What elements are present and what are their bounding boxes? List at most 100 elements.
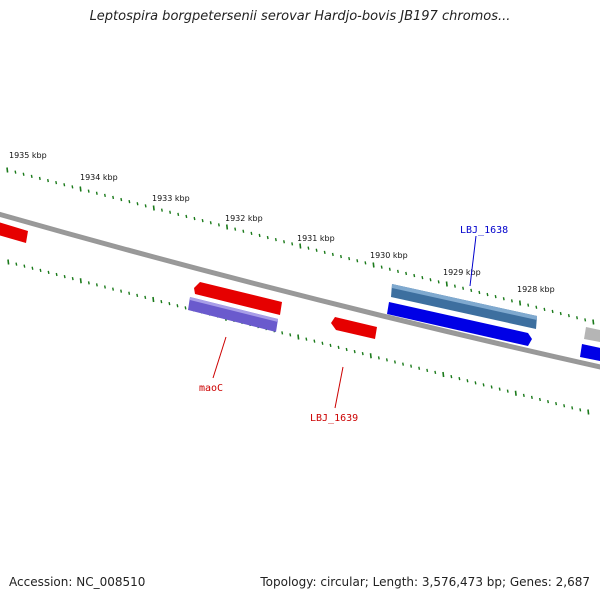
outer-tick bbox=[201, 219, 204, 223]
outer-tick bbox=[250, 231, 253, 235]
chromosome-backbone-highlight bbox=[0, 213, 600, 368]
outer-tick bbox=[71, 185, 74, 189]
outer-tick bbox=[543, 307, 546, 311]
inner-tick bbox=[47, 270, 50, 275]
outer-tick bbox=[38, 176, 41, 181]
outer-tick bbox=[169, 210, 172, 214]
inner-tick bbox=[450, 374, 453, 379]
gene-purple-reverse[interactable] bbox=[188, 297, 278, 332]
inner-tick bbox=[482, 383, 485, 387]
inner-tick bbox=[579, 408, 582, 412]
kbp-label-1933: 1933 kbp bbox=[152, 194, 190, 203]
inner-tick bbox=[152, 296, 155, 303]
gene-blue-right-edge[interactable] bbox=[580, 344, 600, 362]
outer-tick bbox=[55, 181, 58, 185]
outer-tick bbox=[462, 286, 465, 290]
outer-tick bbox=[144, 204, 147, 208]
inner-tick bbox=[547, 399, 550, 404]
kbp-label-1930: 1930 kbp bbox=[370, 251, 408, 260]
inner-tick bbox=[385, 358, 388, 362]
outer-tick bbox=[388, 267, 391, 271]
inner-tick bbox=[281, 331, 284, 335]
gene-red-forward-1[interactable] bbox=[194, 282, 282, 315]
inner-tick bbox=[353, 349, 356, 354]
inner-tick bbox=[538, 397, 541, 402]
kbp-label-1928: 1928 kbp bbox=[517, 285, 555, 294]
outer-tick bbox=[283, 240, 286, 244]
inner-tick bbox=[377, 356, 380, 360]
map-title: Leptospira borgpetersenii serovar Hardjo… bbox=[89, 9, 511, 24]
inner-tick bbox=[103, 285, 106, 289]
gene-blue-reverse[interactable] bbox=[387, 302, 532, 346]
outer-tick bbox=[421, 276, 424, 280]
lbj1639-leader-line bbox=[334, 366, 344, 409]
kbp-label-1932: 1932 kbp bbox=[225, 214, 263, 223]
outer-tick bbox=[584, 318, 587, 322]
outer-tick bbox=[217, 223, 220, 227]
gene-label-maoC[interactable]: maoC bbox=[199, 383, 223, 394]
inner-tick bbox=[418, 366, 421, 370]
outer-tick bbox=[209, 221, 212, 225]
outer-tick bbox=[576, 316, 579, 320]
inner-tick bbox=[176, 304, 179, 308]
inner-tick bbox=[466, 379, 469, 383]
inner-tick bbox=[345, 347, 348, 352]
outer-tick bbox=[87, 189, 90, 193]
inner-tick bbox=[79, 278, 82, 284]
gene-label-lbj1639[interactable]: LBJ_1639 bbox=[310, 413, 358, 424]
outer-tick bbox=[315, 248, 318, 252]
inner-tick bbox=[63, 274, 66, 279]
outer-tick bbox=[120, 197, 123, 202]
inner-tick bbox=[15, 262, 18, 266]
outer-tick bbox=[380, 265, 383, 269]
inner-tick bbox=[530, 395, 533, 400]
outer-tick bbox=[445, 281, 448, 287]
inner-tick bbox=[498, 387, 501, 391]
kbp-label-1929: 1929 kbp bbox=[443, 268, 481, 277]
gene-red-lbj1639[interactable] bbox=[331, 317, 377, 339]
inner-tick bbox=[71, 277, 74, 281]
outer-tick bbox=[518, 300, 522, 306]
outer-tick bbox=[494, 295, 497, 299]
inner-tick bbox=[55, 272, 58, 277]
inner-tick bbox=[39, 268, 42, 272]
outer-tick bbox=[160, 208, 163, 212]
inner-tick bbox=[329, 343, 332, 347]
inner-tick bbox=[555, 402, 558, 406]
inner-tick bbox=[522, 393, 525, 397]
inner-tick bbox=[297, 334, 300, 340]
outer-scale-ticks bbox=[6, 167, 595, 325]
outer-tick bbox=[478, 290, 481, 295]
outer-tick bbox=[14, 170, 17, 174]
outer-tick bbox=[274, 238, 277, 242]
inner-tick bbox=[144, 295, 147, 300]
inner-tick bbox=[506, 389, 509, 393]
outer-tick bbox=[592, 319, 595, 325]
inner-tick bbox=[442, 371, 445, 378]
outer-tick bbox=[193, 216, 196, 221]
outer-tick bbox=[225, 224, 229, 230]
outer-tick bbox=[258, 233, 261, 238]
outer-tick bbox=[453, 284, 456, 288]
inner-tick bbox=[410, 364, 413, 368]
outer-tick bbox=[356, 259, 359, 263]
inner-tick bbox=[168, 302, 171, 306]
outer-tick bbox=[510, 299, 513, 303]
outer-tick bbox=[486, 292, 489, 297]
inner-tick bbox=[184, 306, 187, 310]
gene-label-lbj1638[interactable]: LBJ_1638 bbox=[460, 225, 508, 236]
inner-tick bbox=[305, 337, 308, 341]
outer-tick bbox=[79, 186, 82, 192]
gene-grey-right-edge[interactable] bbox=[584, 327, 600, 343]
gene-steel-forward-shade bbox=[392, 284, 537, 320]
inner-tick bbox=[112, 287, 115, 291]
inner-tick bbox=[7, 259, 10, 265]
outer-tick bbox=[331, 252, 334, 257]
inner-tick bbox=[337, 345, 340, 350]
gene-red-left-edge[interactable] bbox=[0, 221, 28, 243]
maoC-leader-line bbox=[212, 336, 227, 379]
inner-tick bbox=[160, 299, 163, 304]
outer-tick bbox=[340, 254, 342, 259]
outer-tick bbox=[152, 205, 155, 211]
